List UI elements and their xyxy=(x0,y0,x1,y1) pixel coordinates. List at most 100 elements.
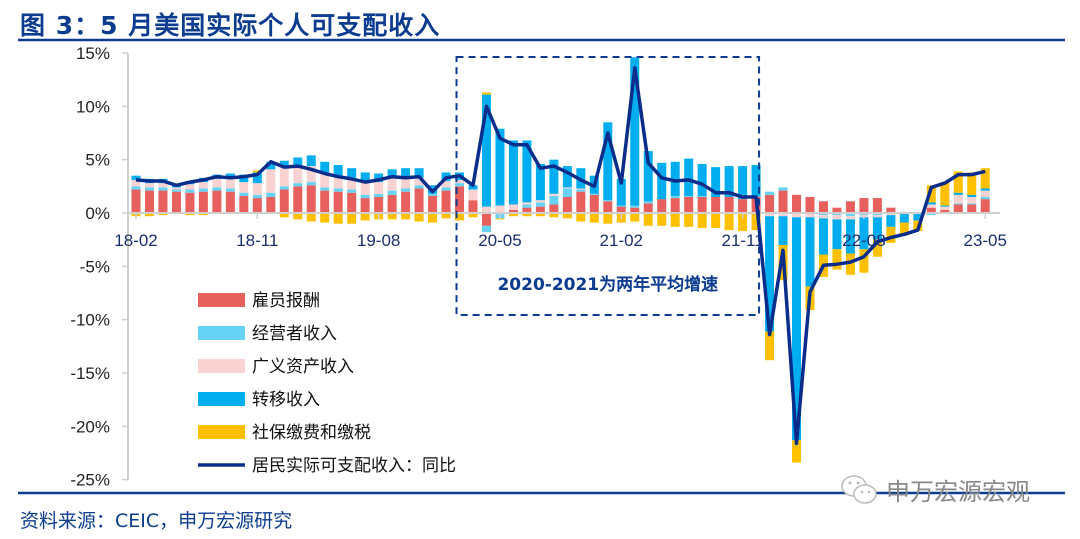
bar-asset xyxy=(212,178,222,188)
bar-transfer xyxy=(845,219,855,254)
bar-transfer xyxy=(414,168,424,178)
bar-biz xyxy=(414,185,424,189)
bar-tax xyxy=(603,213,613,224)
bar-asset xyxy=(293,167,303,184)
bar-comp xyxy=(738,199,748,213)
bar-transfer xyxy=(953,192,963,195)
bar-biz xyxy=(926,213,936,216)
wechat-icon xyxy=(841,474,877,504)
bar-tax xyxy=(886,226,896,243)
bar-tax xyxy=(697,213,707,228)
bar-comp xyxy=(158,190,168,213)
bar-transfer xyxy=(765,216,775,332)
bar-biz xyxy=(872,213,882,216)
bar-transfer xyxy=(495,128,505,206)
bar-comp xyxy=(293,186,303,213)
bar-tax xyxy=(441,213,451,219)
bar-biz xyxy=(522,204,532,208)
bar-tax xyxy=(724,213,734,231)
bar-tax xyxy=(185,213,195,216)
bar-tax xyxy=(508,213,518,217)
bar-asset xyxy=(845,216,855,220)
bar-comp xyxy=(657,199,667,213)
bar-biz xyxy=(185,189,195,193)
bar-biz xyxy=(360,194,370,199)
bar-biz xyxy=(131,186,141,190)
bar-asset xyxy=(562,187,572,189)
bar-transfer xyxy=(306,155,316,167)
bar-tax xyxy=(630,213,640,222)
bar-asset xyxy=(535,200,545,203)
y-tick-label: 5% xyxy=(85,151,110,170)
bar-tax xyxy=(643,213,653,226)
bar-comp xyxy=(845,201,855,213)
bar-transfer xyxy=(832,219,842,250)
bar-biz xyxy=(158,187,168,191)
x-tick-label: 21-11 xyxy=(721,231,763,250)
bar-asset xyxy=(374,182,384,194)
bar-asset xyxy=(360,182,370,195)
bar-biz xyxy=(266,192,276,197)
bar-transfer xyxy=(468,185,478,190)
bar-tax xyxy=(980,168,990,189)
bar-biz xyxy=(171,189,181,192)
bar-tax xyxy=(455,213,465,221)
legend-swatch-asset xyxy=(198,359,245,373)
bar-comp xyxy=(886,207,896,213)
bar-biz xyxy=(765,191,775,195)
bar-biz xyxy=(670,195,680,199)
legend-label: 社保缴费和缴税 xyxy=(252,423,371,443)
y-tick-label: -10% xyxy=(70,311,110,330)
bar-asset xyxy=(967,197,977,204)
bar-biz xyxy=(306,182,316,186)
y-tick-label: 0% xyxy=(85,204,110,223)
bar-tax xyxy=(144,213,154,217)
bar-asset xyxy=(144,183,154,188)
bar-asset xyxy=(266,169,276,193)
bar-biz xyxy=(603,200,613,202)
bar-asset xyxy=(225,177,235,189)
bar-comp xyxy=(872,198,882,213)
bar-tax xyxy=(576,213,586,222)
bar-comp xyxy=(697,197,707,213)
bar-comp xyxy=(387,194,397,213)
bar-asset xyxy=(495,205,505,213)
bar-comp xyxy=(171,191,181,213)
bar-tax xyxy=(252,170,262,173)
y-tick-label: -5% xyxy=(80,257,110,276)
watermark-text: 申万宏源宏观 xyxy=(886,478,1030,506)
legend-swatch-biz xyxy=(198,326,245,340)
bar-comp xyxy=(185,192,195,213)
bar-comp xyxy=(441,190,451,213)
bar-transfer xyxy=(684,158,694,196)
bar-asset xyxy=(455,179,465,184)
bar-comp xyxy=(765,194,775,213)
y-tick-label: -20% xyxy=(70,417,110,436)
bar-comp xyxy=(926,207,936,213)
bar-comp xyxy=(576,191,586,213)
bar-biz xyxy=(198,188,208,192)
x-axis: 18-02 18-11 19-08 20-05 21-02 21-11 22-08 23-05 xyxy=(114,213,1007,250)
bar-biz xyxy=(320,187,330,191)
bar-biz xyxy=(576,189,586,192)
bar-transfer xyxy=(522,140,532,203)
bar-asset xyxy=(818,215,828,219)
bar-tax xyxy=(967,172,977,195)
bar-transfer xyxy=(913,214,923,221)
bar-comp xyxy=(832,207,842,213)
bar-tax xyxy=(158,213,168,216)
bar-asset xyxy=(320,172,330,188)
bar-biz xyxy=(279,186,289,190)
bar-asset xyxy=(468,189,478,201)
legend-label: 转移收入 xyxy=(252,390,320,410)
bar-tax xyxy=(711,213,721,228)
bar-transfer xyxy=(481,94,491,207)
bar-asset xyxy=(252,183,262,195)
bar-transfer xyxy=(751,165,761,196)
bar-asset xyxy=(940,206,950,210)
bar-comp xyxy=(428,195,438,213)
bar-biz xyxy=(778,187,788,191)
bar-transfer xyxy=(131,175,141,180)
bar-comp xyxy=(360,198,370,213)
